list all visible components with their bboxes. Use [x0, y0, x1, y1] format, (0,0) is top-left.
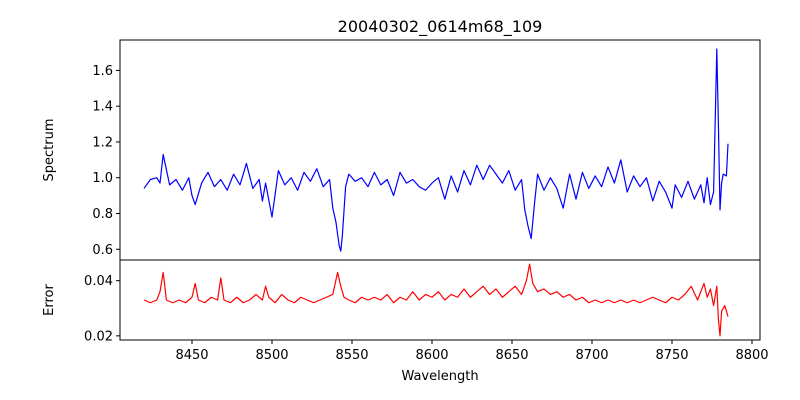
x-tick-label: 8500 [255, 348, 288, 363]
error-x-ticks: 8450 8500 8550 8600 8650 8700 8750 8800 [175, 340, 769, 363]
error-series [143, 263, 729, 337]
spectrum-series [143, 48, 729, 252]
spectrum-y-ticks: 0.6 0.8 1.0 1.2 1.4 1.6 [92, 64, 120, 258]
x-tick-label: 8700 [575, 348, 608, 363]
x-tick-label: 8650 [495, 348, 528, 363]
spectrum-y-tick-label: 1.4 [92, 100, 113, 115]
x-tick-label: 8600 [415, 348, 448, 363]
error-y-tick-label: 0.04 [84, 274, 113, 289]
error-y-ticks: 0.02 0.04 [84, 274, 120, 344]
spectrum-y-tick-label: 1.0 [92, 171, 113, 186]
x-tick-label: 8750 [655, 348, 688, 363]
error-series-line-0 [143, 263, 729, 337]
x-tick-label: 8800 [735, 348, 768, 363]
spectrum-y-tick-label: 1.6 [92, 64, 113, 79]
error-y-axis-label: Error [42, 284, 57, 316]
spectrum-panel: 0.6 0.8 1.0 1.2 1.4 1.6 Spectrum [42, 39, 761, 261]
x-tick-label: 8550 [335, 348, 368, 363]
spectrum-y-tick-label: 0.6 [92, 243, 113, 258]
spectrum-series-line-0 [143, 48, 729, 252]
chart-title: 20040302_0614m68_109 [338, 17, 543, 37]
x-axis-label: Wavelength [401, 369, 478, 384]
error-panel: 0.02 0.04 8450 8500 8550 8600 8650 8700 8750 880… [42, 259, 769, 384]
error-axes-frame [119, 259, 761, 341]
spectrum-y-tick-label: 0.8 [92, 207, 113, 222]
x-tick-label: 8450 [175, 348, 208, 363]
spectrum-y-axis-label: Spectrum [42, 119, 57, 182]
spectrum-y-tick-label: 1.2 [92, 135, 113, 150]
error-y-tick-label: 0.02 [84, 329, 113, 344]
